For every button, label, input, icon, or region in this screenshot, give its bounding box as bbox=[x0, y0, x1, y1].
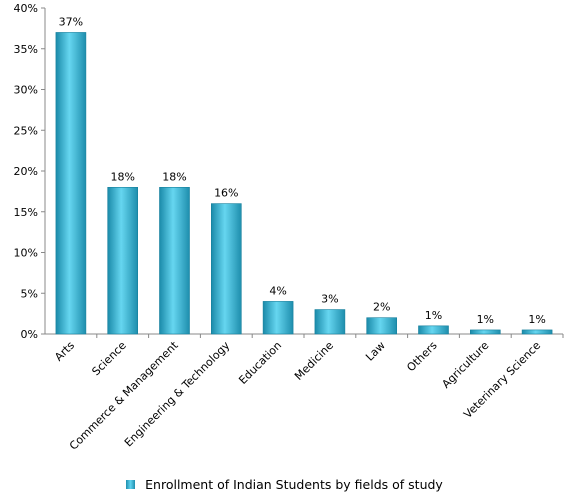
y-tick-label: 15% bbox=[14, 206, 38, 219]
bar bbox=[418, 325, 449, 335]
bar bbox=[107, 187, 138, 335]
x-tick-label: Others bbox=[404, 339, 440, 375]
data-label: 16% bbox=[214, 187, 238, 200]
x-tick-label: Education bbox=[236, 339, 284, 387]
y-tick-label: 0% bbox=[21, 328, 38, 341]
legend: Enrollment of Indian Students by fields … bbox=[0, 476, 569, 492]
data-label: 3% bbox=[321, 293, 338, 306]
y-tick-label: 20% bbox=[14, 165, 38, 178]
data-label: 37% bbox=[59, 15, 83, 28]
x-tick-label: Law bbox=[363, 339, 388, 364]
bar bbox=[55, 32, 87, 335]
data-label: 18% bbox=[162, 170, 186, 183]
data-label: 1% bbox=[425, 309, 442, 322]
bar bbox=[159, 187, 190, 335]
y-tick-label: 35% bbox=[14, 43, 38, 56]
data-label: 1% bbox=[477, 313, 494, 326]
x-tick-label: Medicine bbox=[292, 339, 336, 383]
y-tick-label: 25% bbox=[14, 124, 38, 137]
bar bbox=[211, 203, 242, 335]
data-label: 1% bbox=[528, 313, 545, 326]
bar bbox=[521, 329, 553, 335]
y-tick-label: 30% bbox=[14, 84, 38, 97]
x-tick-label: Science bbox=[89, 339, 129, 379]
y-tick-label: 40% bbox=[14, 2, 38, 15]
x-tick-label: Commerce & Management bbox=[67, 338, 181, 452]
bar-chart-canvas: 0% 5% 10% 15% 20% 25% 30% 35% 40% 37% Arts 18% Scien… bbox=[14, 2, 564, 453]
legend-swatch-icon bbox=[126, 480, 136, 489]
data-label: 4% bbox=[269, 284, 286, 297]
bar bbox=[262, 301, 294, 335]
y-tick-label: 5% bbox=[21, 287, 38, 300]
bar bbox=[366, 317, 398, 335]
bar bbox=[469, 329, 501, 335]
bar bbox=[314, 309, 346, 335]
x-tick-label: Agriculture bbox=[439, 339, 491, 391]
x-tick-label: Engineering & Technology bbox=[122, 339, 233, 450]
bars bbox=[55, 32, 553, 335]
legend-label: Enrollment of Indian Students by fields … bbox=[145, 477, 443, 492]
data-label: 18% bbox=[110, 170, 134, 183]
x-tick-label: Arts bbox=[52, 339, 77, 364]
labels: 0% 5% 10% 15% 20% 25% 30% 35% 40% 37% Arts 18% Scien… bbox=[14, 2, 546, 453]
data-label: 2% bbox=[373, 301, 390, 314]
y-tick-label: 10% bbox=[14, 247, 38, 260]
